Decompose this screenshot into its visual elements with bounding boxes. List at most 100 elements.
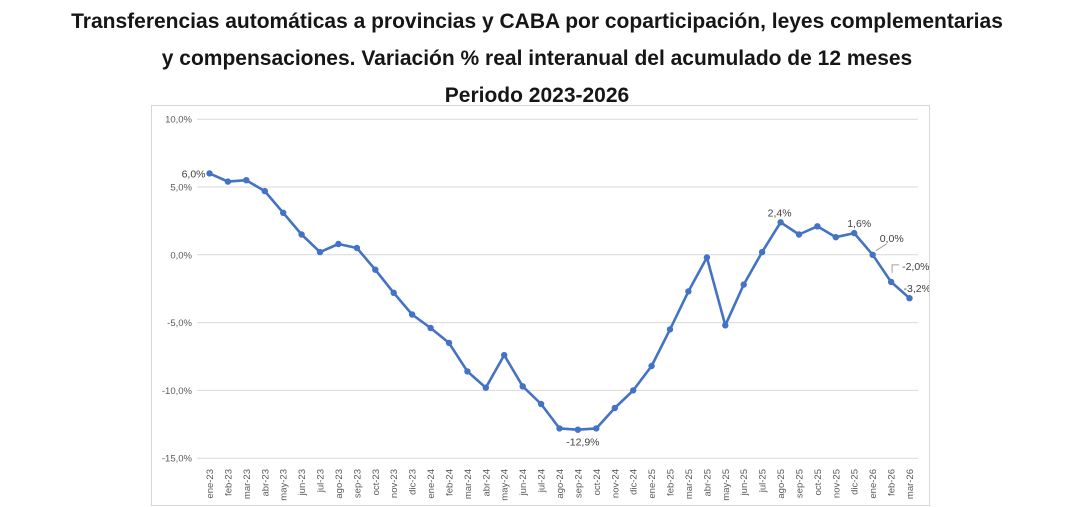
x-axis-tick-label: dic-23 [408,469,419,495]
x-axis-tick-label: mar-24 [463,469,474,499]
x-axis-tick-label: nov-24 [610,469,621,498]
x-axis-tick-label: sep-24 [573,469,584,498]
x-axis-tick-label: jul-25 [758,469,769,493]
chart-title-line-2: y compensaciones. Variación % real inter… [161,47,913,70]
data-point-marker [261,187,268,195]
data-point-marker [519,383,526,390]
x-axis-tick-label: ene-24 [426,469,437,499]
data-point-label: -3,2% [904,283,930,295]
data-point-marker [832,234,839,241]
x-axis-tick-label: may-25 [721,469,732,501]
x-axis-tick-label: nov-23 [389,469,400,498]
x-axis-tick-label: oct-24 [592,469,603,495]
data-point-marker [224,178,232,185]
data-point-marker [206,170,213,177]
data-point-marker [703,254,711,261]
x-axis-tick-label: ene-23 [205,469,216,499]
label-leader-line [875,243,887,252]
x-axis-tick-label: feb-25 [666,469,677,496]
x-axis-tick-label: feb-26 [887,469,898,496]
x-axis-tick-label: mar-23 [242,469,253,499]
x-axis-tick-label: ene-26 [868,469,879,499]
data-point-marker [593,425,600,432]
x-axis-tick-label: jun-23 [297,469,308,496]
data-point-label: -2,0% [902,261,929,273]
x-axis-tick-label: mar-26 [905,469,916,499]
x-axis-tick-label: abr-24 [481,469,492,496]
x-axis-tick-label: nov-25 [831,469,842,498]
chart-title-line-1: Transferencias automáticas a provincias … [71,10,1003,33]
data-point-marker [316,248,324,256]
data-point-marker [280,209,287,216]
x-axis-tick-label: jun-24 [518,469,529,496]
x-axis-tick-label: sep-25 [795,469,806,498]
chart-title-line-3: Periodo 2023-2026 [444,84,630,107]
data-point-marker [740,281,747,288]
x-axis-tick-label: may-23 [279,469,290,501]
y-axis-tick-label: 0,0% [170,250,192,261]
data-point-marker [335,240,342,248]
data-point-marker [666,326,674,333]
data-point-marker [611,404,618,412]
data-point-marker [851,229,858,237]
y-axis-tick-label: -15,0% [162,454,193,465]
data-point-marker [353,244,361,252]
data-point-label: 1,6% [847,218,871,230]
x-axis-tick-label: ago-23 [334,469,345,499]
data-point-marker [869,251,876,258]
x-axis-tick-label: jul-23 [316,469,327,493]
x-axis-tick-label: sep-23 [352,469,363,498]
chart-title: Transferencias automáticas a provincias … [0,3,1074,114]
data-point-marker [556,425,563,432]
chart-frame: 10,0% 5,0% 0,0% -5,0% -10,0% -15,0% ene-23 feb-… [151,105,930,506]
x-axis-tick-label: dic-25 [850,469,861,495]
data-point-marker [243,177,250,184]
data-point-label: 0,0% [880,233,904,245]
data-point-marker [777,219,784,226]
data-point-marker [537,400,545,408]
data-point-marker [298,231,305,238]
series-line [208,172,911,432]
x-axis-tick-label: ene-25 [647,469,658,499]
data-point-marker [795,231,803,238]
x-axis-tick-label: may-24 [500,469,511,501]
data-point-marker [630,387,637,394]
x-axis-tick-label: dic-24 [629,469,640,495]
line-chart: 10,0% 5,0% 0,0% -5,0% -10,0% -15,0% ene-23 feb-… [162,115,930,501]
x-axis-tick-label: mar-25 [684,469,695,499]
data-point-label: 6,0% [182,168,206,180]
data-point-marker [906,295,913,302]
x-axis-tick-label: jul-24 [537,469,548,493]
x-axis-tick-label: oct-23 [371,469,382,495]
data-point-marker [445,339,453,347]
data-point-marker [390,289,397,296]
data-point-label: 2,4% [768,207,792,219]
data-point-marker [814,223,821,230]
data-point-marker [574,426,582,433]
x-axis-tick-label: oct-25 [813,469,824,495]
data-point-marker [464,368,471,375]
data-point-marker [758,248,766,256]
data-point-marker [722,322,729,329]
y-axis-tick-label: 5,0% [170,183,192,194]
data-point-marker [887,278,895,286]
x-axis-tick-label: abr-25 [702,469,713,496]
x-axis-tick-label: jun-25 [739,469,750,496]
data-point-marker [427,324,434,332]
y-axis-tick-label: -5,0% [167,318,192,329]
x-axis-tick-label: ago-24 [555,469,566,499]
y-axis-tick-label: -10,0% [162,386,193,397]
data-point-marker [685,288,692,295]
x-axis-tick-label: feb-24 [445,469,456,496]
data-point-marker [372,266,379,273]
data-point-marker [648,362,655,370]
y-axis-tick-label: 10,0% [165,115,192,126]
data-point-marker [482,384,489,391]
data-point-label: -12,9% [566,437,599,449]
x-axis-tick-label: abr-23 [260,469,271,496]
label-leader-line [891,264,900,273]
x-axis-tick-label: ago-25 [776,469,787,499]
data-point-marker [408,311,416,318]
data-point-marker [501,351,508,359]
x-axis-tick-label: feb-23 [223,469,234,496]
